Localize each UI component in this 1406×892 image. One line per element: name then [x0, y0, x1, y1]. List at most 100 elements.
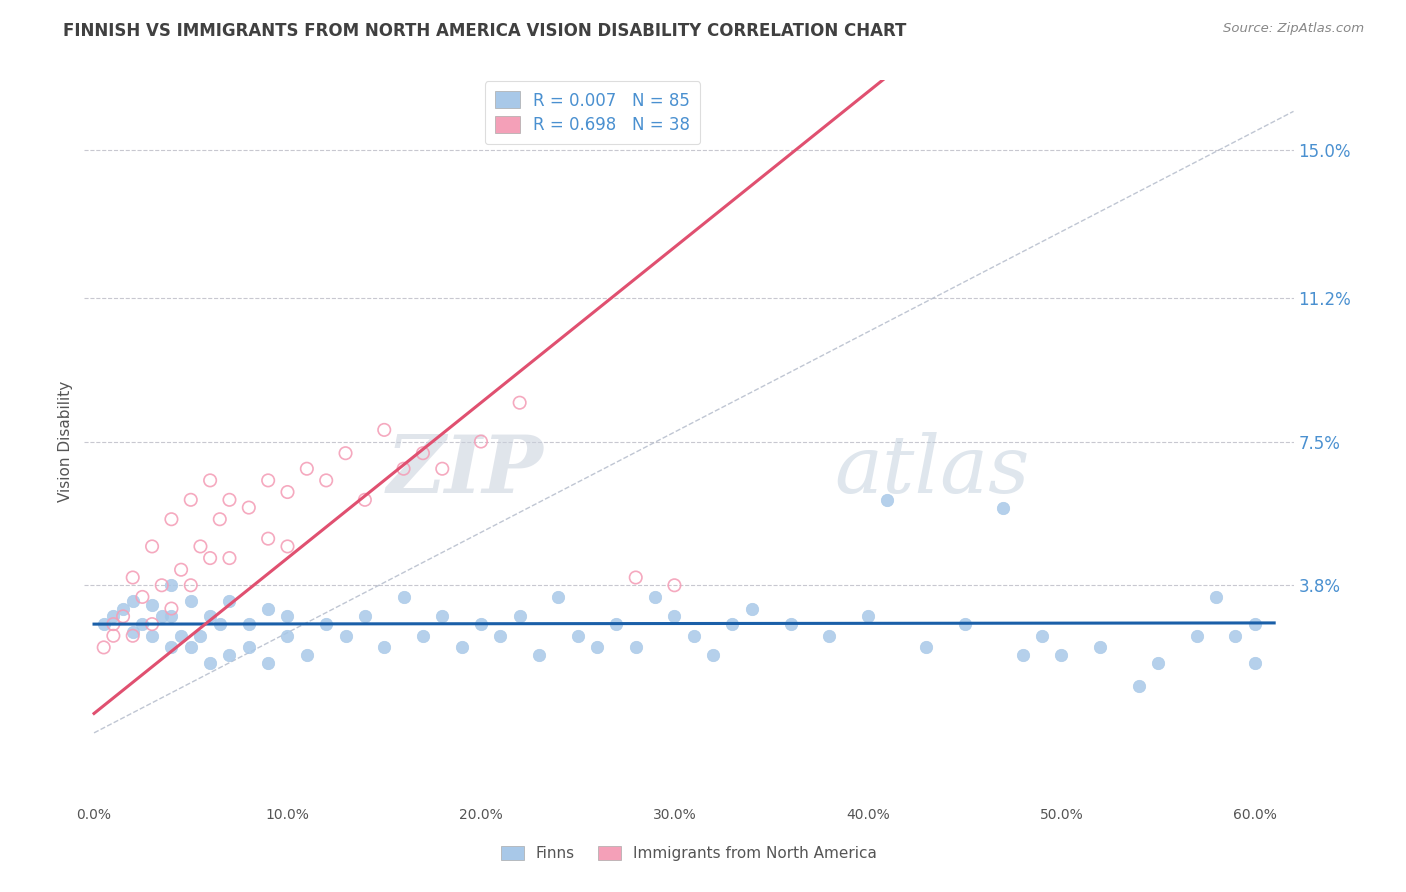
Point	[354, 609, 377, 624]
Point	[489, 629, 512, 643]
Point	[121, 624, 143, 639]
Point	[315, 617, 337, 632]
Point	[208, 512, 231, 526]
Point	[373, 423, 395, 437]
Point	[276, 629, 298, 643]
Point	[276, 540, 298, 554]
Point	[993, 500, 1015, 515]
Point	[170, 629, 193, 643]
Point	[412, 446, 434, 460]
Point	[295, 648, 318, 663]
Point	[141, 598, 163, 612]
Point	[180, 640, 202, 655]
Point	[1031, 629, 1053, 643]
Point	[180, 594, 202, 608]
Point	[257, 532, 280, 546]
Point	[121, 594, 143, 608]
Point	[664, 609, 686, 624]
Point	[276, 485, 298, 500]
Point	[295, 461, 318, 475]
Text: atlas: atlas	[834, 432, 1029, 509]
Point	[190, 540, 212, 554]
Point	[218, 594, 240, 608]
Point	[93, 617, 115, 632]
Point	[238, 500, 260, 515]
Point	[1050, 648, 1073, 663]
Point	[141, 629, 163, 643]
Point	[1243, 617, 1265, 632]
Point	[721, 617, 744, 632]
Point	[432, 609, 454, 624]
Text: ZIP: ZIP	[387, 432, 544, 509]
Point	[218, 551, 240, 566]
Point	[1128, 679, 1150, 693]
Point	[470, 617, 492, 632]
Point	[276, 609, 298, 624]
Point	[218, 492, 240, 507]
Point	[741, 601, 763, 615]
Point	[373, 640, 395, 655]
Point	[392, 590, 415, 604]
Point	[180, 492, 202, 507]
Point	[915, 640, 938, 655]
Point	[150, 609, 173, 624]
Point	[141, 617, 163, 632]
Point	[335, 629, 357, 643]
Point	[160, 609, 183, 624]
Point	[1243, 656, 1265, 670]
Point	[624, 640, 647, 655]
Point	[198, 551, 221, 566]
Point	[257, 474, 280, 488]
Point	[605, 617, 627, 632]
Point	[190, 629, 212, 643]
Point	[121, 629, 143, 643]
Point	[586, 640, 609, 655]
Point	[131, 590, 153, 604]
Point	[198, 609, 221, 624]
Point	[180, 578, 202, 592]
Point	[103, 629, 125, 643]
Point	[624, 570, 647, 584]
Point	[103, 609, 125, 624]
Point	[856, 609, 879, 624]
Y-axis label: Vision Disability: Vision Disability	[58, 381, 73, 502]
Point	[682, 629, 704, 643]
Point	[779, 617, 801, 632]
Text: FINNISH VS IMMIGRANTS FROM NORTH AMERICA VISION DISABILITY CORRELATION CHART: FINNISH VS IMMIGRANTS FROM NORTH AMERICA…	[63, 22, 907, 40]
Point	[527, 648, 550, 663]
Point	[218, 648, 240, 663]
Point	[160, 601, 183, 615]
Point	[198, 656, 221, 670]
Point	[509, 609, 531, 624]
Point	[1225, 629, 1247, 643]
Point	[238, 640, 260, 655]
Point	[141, 540, 163, 554]
Point	[93, 640, 115, 655]
Point	[335, 446, 357, 460]
Point	[121, 570, 143, 584]
Point	[953, 617, 976, 632]
Point	[150, 578, 173, 592]
Point	[547, 590, 569, 604]
Point	[392, 461, 415, 475]
Point	[112, 609, 135, 624]
Point	[238, 617, 260, 632]
Point	[664, 578, 686, 592]
Point	[412, 629, 434, 643]
Point	[160, 640, 183, 655]
Point	[257, 601, 280, 615]
Point	[112, 601, 135, 615]
Point	[1147, 656, 1170, 670]
Point	[509, 395, 531, 409]
Point	[160, 512, 183, 526]
Point	[1088, 640, 1111, 655]
Point	[644, 590, 666, 604]
Point	[450, 640, 472, 655]
Point	[131, 617, 153, 632]
Legend: Finns, Immigrants from North America: Finns, Immigrants from North America	[495, 840, 883, 867]
Point	[103, 617, 125, 632]
Point	[1205, 590, 1227, 604]
Text: Source: ZipAtlas.com: Source: ZipAtlas.com	[1223, 22, 1364, 36]
Point	[315, 474, 337, 488]
Point	[160, 578, 183, 592]
